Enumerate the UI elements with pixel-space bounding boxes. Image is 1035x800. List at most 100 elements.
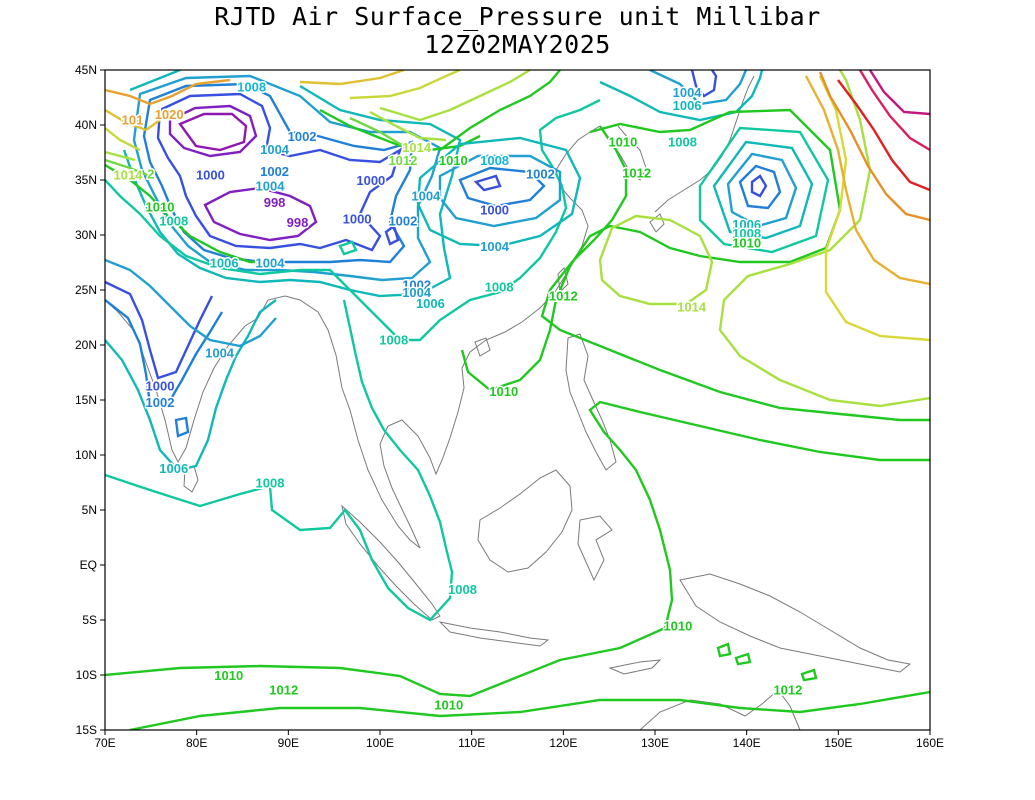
contour-label: 1010 — [608, 135, 637, 150]
contour-label: 1002 — [402, 278, 431, 293]
isobar-1016-west — [105, 127, 141, 152]
java-coast — [438, 621, 550, 647]
isobar-1006-north — [649, 70, 748, 106]
contour-label: 1002 — [526, 166, 555, 181]
lat-tick-label: EQ — [80, 558, 97, 572]
isobar-1002-india — [105, 299, 224, 406]
isobar-1026-high — [868, 70, 930, 116]
isobar-1012-east — [540, 125, 930, 422]
sulawesi-coast — [577, 515, 613, 582]
isobar-1010-south — [105, 400, 930, 698]
contour-label: 1008 — [668, 135, 697, 150]
contour-label: 1004 — [411, 188, 441, 203]
isobar-1000-eastchina — [473, 174, 502, 192]
contour-label: 1014 — [113, 168, 143, 183]
contour-label: 1006 — [416, 296, 445, 311]
isobar-1004-eastchina — [438, 154, 562, 228]
lon-tick-label: 140E — [733, 736, 761, 750]
taiwan-coast — [557, 267, 569, 294]
lon-tick-label: 150E — [824, 736, 852, 750]
latitude-axis: 45N 40N 35N 30N 25N 20N 15N 10N 5N EQ 5S 10S 15S — [75, 63, 105, 737]
lat-tick-label: 15S — [76, 723, 97, 737]
isobar-1014-west — [105, 110, 447, 162]
isobar-1020-high — [818, 71, 930, 222]
contour-label: 101 — [122, 113, 144, 128]
contour-label: 1020 — [155, 107, 184, 122]
contour-label: 1000 — [146, 379, 175, 394]
contour-label: 1008 — [159, 214, 188, 229]
contour-label: 1008 — [256, 476, 285, 491]
isobar-996-west — [178, 112, 248, 152]
lon-tick-label: 130E — [641, 736, 669, 750]
contour-label: 1010 — [663, 619, 692, 634]
contour-label: 1012 — [773, 682, 802, 697]
contour-label: 1008 — [237, 80, 266, 95]
isobar-1012-south — [129, 690, 930, 730]
philippines-coast — [565, 333, 617, 471]
contour-label: 1002 — [260, 164, 289, 179]
sumatra-coast — [341, 504, 441, 621]
contour-label: 1008 — [732, 226, 761, 241]
lat-tick-label: 45N — [75, 63, 97, 77]
lat-tick-label: 35N — [75, 173, 97, 187]
contour-label: 1010 — [146, 199, 175, 214]
contour-label: 1004 — [256, 256, 286, 271]
isobar-1012-small-png2 — [734, 652, 752, 666]
contour-label: 1010 — [439, 153, 468, 168]
contour-label: 1008 — [448, 582, 477, 597]
lon-tick-label: 120E — [549, 736, 577, 750]
lat-tick-label: 5N — [82, 503, 97, 517]
isobar-1018-north — [299, 70, 405, 86]
contour-label: 1010 — [434, 698, 463, 713]
isobar-1000-small — [384, 223, 400, 246]
lon-tick-label: 90E — [278, 736, 299, 750]
contour-label: 1000 — [356, 173, 385, 188]
lat-tick-label: 25N — [75, 283, 97, 297]
isobar-1008-north — [599, 70, 764, 122]
contour-label: 1010 — [489, 384, 518, 399]
isobar-1008-japan — [698, 126, 830, 254]
contour-label: 1000 — [343, 212, 372, 227]
isobar-1004-india — [105, 258, 277, 348]
contour-label: 1012 — [549, 289, 578, 304]
isobar-1010-japan — [460, 108, 842, 392]
contour-label: 1008 — [379, 333, 408, 348]
isobar-1012-north — [439, 70, 561, 151]
contour-label: 998 — [264, 195, 286, 210]
isobar-1000-tibet — [156, 92, 403, 252]
contour-label: 1006 — [673, 98, 702, 113]
isobar-1004-tibet — [132, 74, 442, 282]
plot-frame — [104, 69, 931, 731]
isobar-1018-high — [804, 75, 930, 286]
contour-label: 1004 — [260, 142, 290, 157]
contour-label: 1000 — [480, 203, 509, 218]
map-subtitle-time: 12Z02MAY2025 — [424, 30, 611, 59]
isobar-1002-eastchina — [458, 166, 546, 208]
contour-label: 1002 — [388, 214, 417, 229]
lat-tick-label: 10S — [76, 668, 97, 682]
isobar-1006-japan — [712, 140, 814, 240]
contour-label: 2 — [147, 166, 154, 181]
japan-kyushu-coast — [649, 213, 665, 233]
lat-tick-label: 5S — [82, 613, 97, 627]
longitude-axis: 70E 80E 90E 100E 110E 120E 130E 140E 150E 160E — [94, 730, 944, 750]
lat-tick-label: 30N — [75, 228, 97, 242]
lat-tick-label: 40N — [75, 118, 97, 132]
isobar-1012-west — [105, 116, 421, 178]
isobar-1010-tibet — [105, 108, 481, 264]
borneo-coast — [477, 469, 573, 573]
isobar-1002-india-small — [174, 416, 190, 438]
contour-label: 1008 — [480, 153, 509, 168]
contour-label: 1012 — [269, 682, 298, 697]
isobar-1016-north — [349, 70, 461, 100]
timor-coast — [608, 659, 662, 675]
isobar-1008-small-1 — [338, 240, 358, 256]
contour-label: 1004 — [402, 285, 432, 300]
isobar-1014-subtropical — [598, 214, 714, 306]
contour-label: 1010 — [214, 668, 243, 683]
contour-label: 998 — [287, 215, 309, 230]
lat-tick-label: 10N — [75, 448, 97, 462]
isobar-1004-japan — [726, 152, 798, 228]
contour-label: 1010 — [732, 236, 761, 251]
